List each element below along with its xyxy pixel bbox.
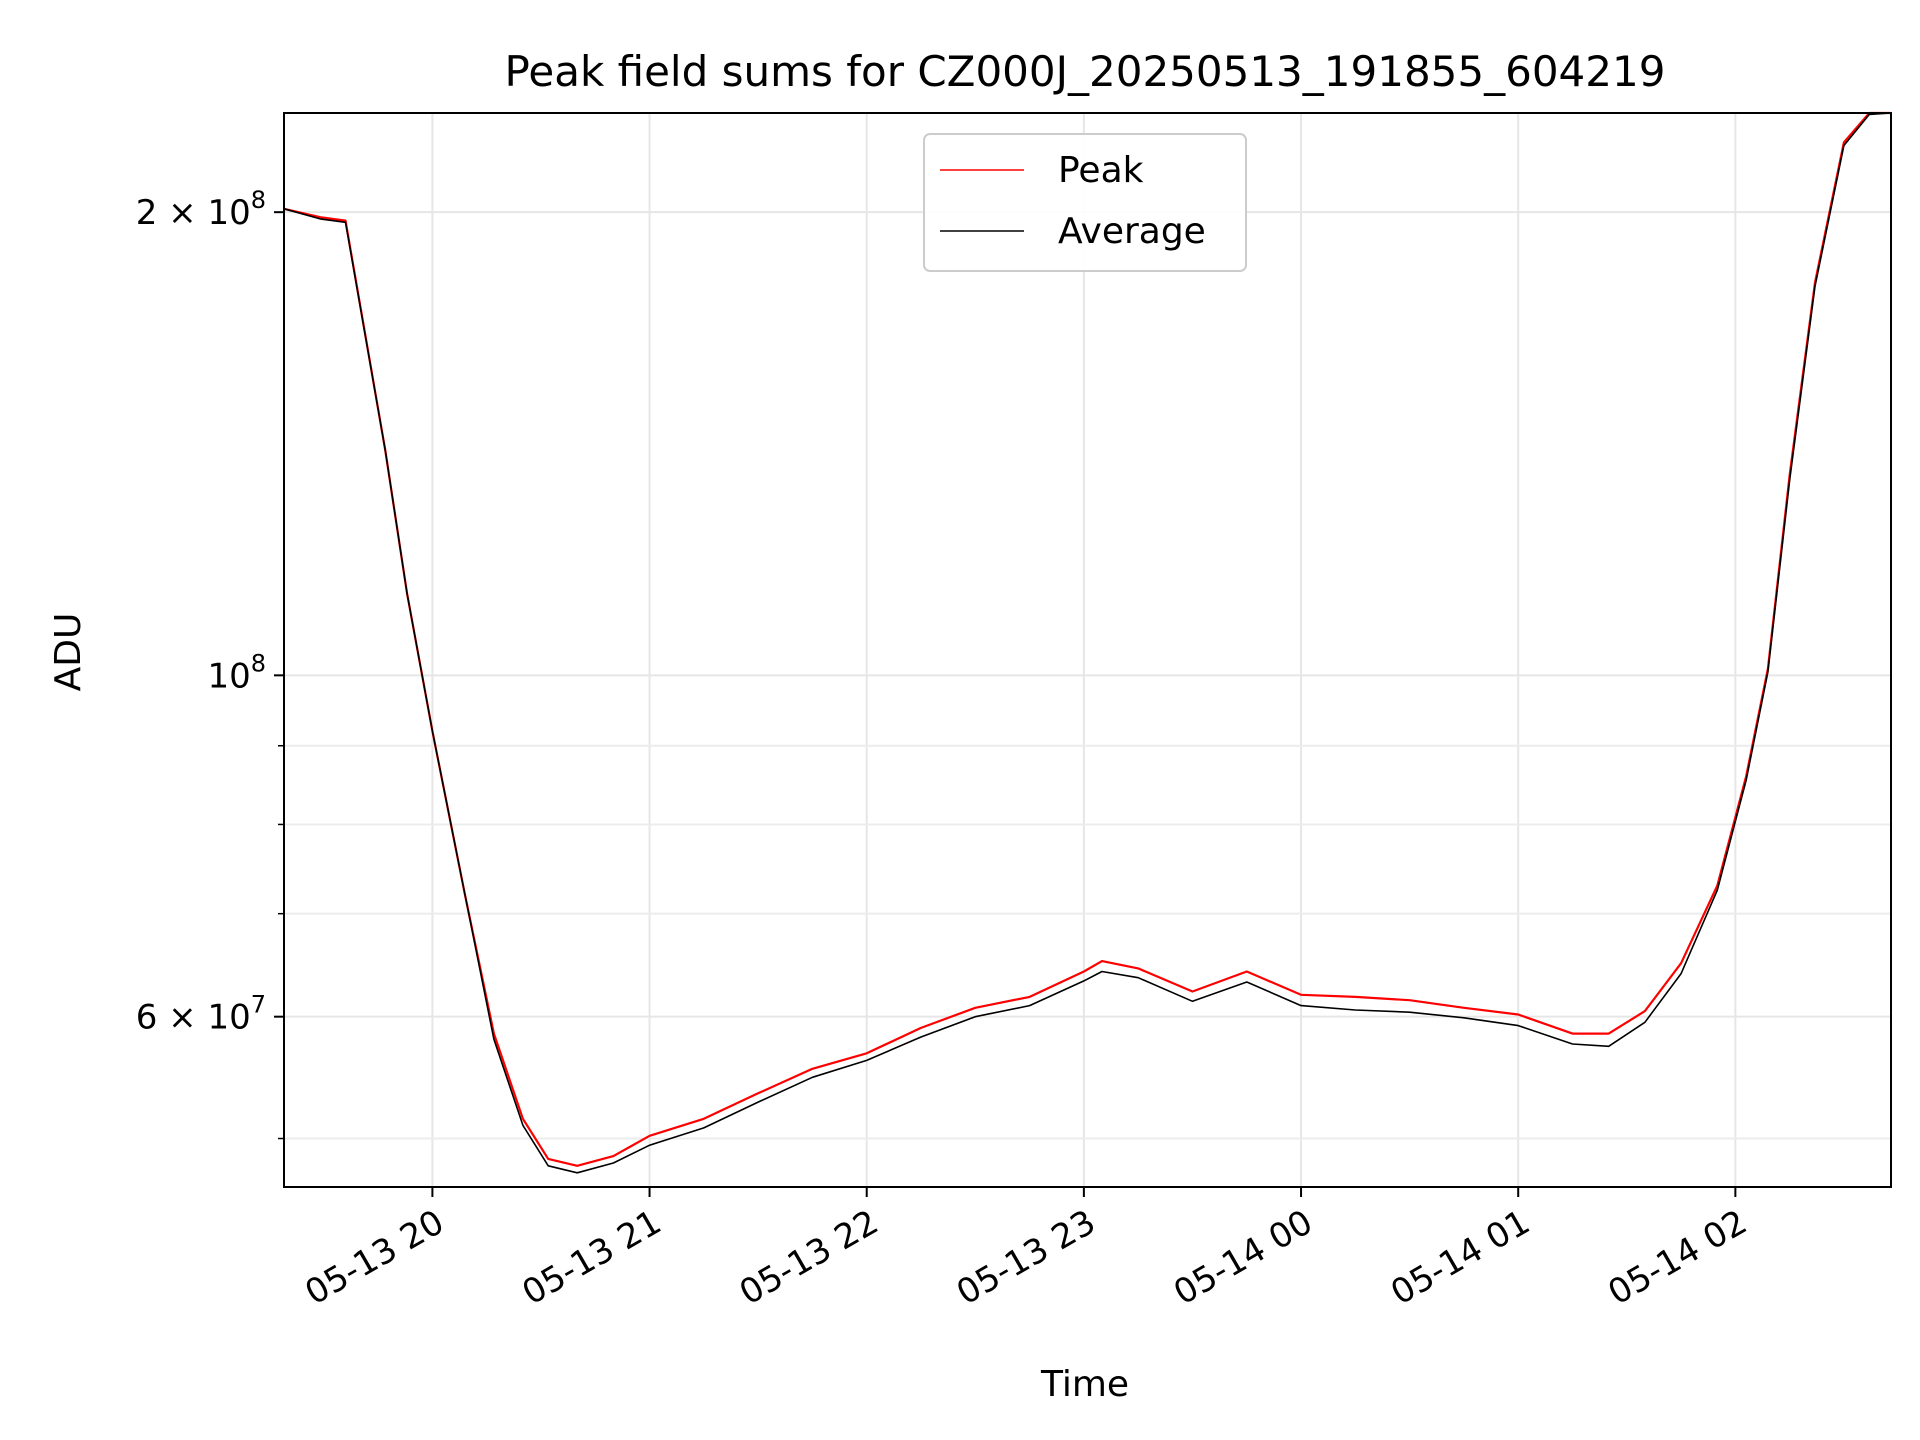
series-line-average: [283, 112, 1892, 1174]
y-axis: 108 6 × 107 2 × 108: [136, 186, 284, 1140]
series-line-peak: [283, 111, 1891, 1167]
legend: Peak Average: [923, 133, 1247, 272]
y-axis-title: ADU: [48, 613, 89, 692]
legend-frame: [923, 133, 1247, 272]
chart-title: Peak field sums for CZ000J_20250513_1918…: [505, 47, 1666, 96]
legend-label-average: Average: [1058, 211, 1206, 252]
y-tick-label: 6 × 107: [136, 991, 266, 1038]
series-lines: [283, 111, 1892, 1174]
legend-label-peak: Peak: [1058, 150, 1144, 191]
plot-frame: [283, 112, 1892, 1188]
y-tick-label: 108: [207, 649, 266, 696]
y-tick-label: 2 × 108: [136, 186, 266, 233]
x-axis-title: Time: [1040, 1364, 1129, 1405]
